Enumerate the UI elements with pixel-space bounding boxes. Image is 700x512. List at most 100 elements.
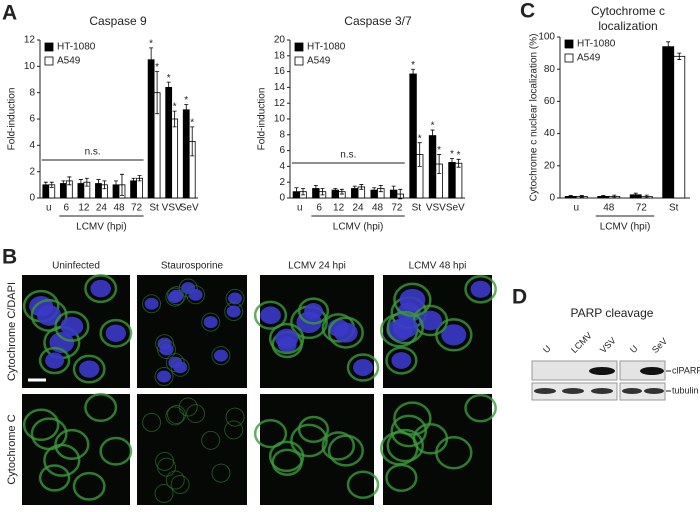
cell — [327, 434, 364, 467]
error-bar — [677, 52, 682, 60]
y-tick-label: 0 — [29, 193, 35, 204]
nucleus — [334, 322, 358, 343]
legend-swatch — [294, 42, 304, 52]
x-tick-label: u — [573, 203, 579, 214]
error-bar — [601, 195, 606, 198]
cell — [186, 285, 206, 305]
cell — [386, 310, 424, 345]
cell — [385, 463, 418, 492]
x-tick-label: 12 — [333, 203, 345, 214]
legend-swatch — [564, 53, 574, 63]
value-label: * — [155, 62, 159, 73]
micrograph — [22, 274, 133, 388]
lane-label: SeV — [650, 336, 669, 355]
y-tick-label: 4 — [29, 140, 35, 151]
error-bar — [184, 104, 189, 116]
cell — [321, 431, 356, 461]
y-tick-label: 20 — [274, 35, 286, 46]
lane-label: U — [628, 343, 640, 355]
nucleus — [36, 305, 62, 326]
y-axis-label: Cytochrome c nuclear localization (%) — [529, 34, 540, 202]
lane-label: VSV — [598, 335, 618, 355]
error-bar — [633, 192, 638, 197]
cell — [268, 440, 305, 473]
cell — [22, 408, 60, 442]
error-bar — [378, 184, 383, 193]
cell — [43, 443, 81, 477]
error-bar — [579, 195, 584, 198]
error-bar — [320, 188, 325, 196]
cell — [166, 404, 186, 424]
y-tick-label: 10 — [24, 61, 36, 72]
x-tick-label: 24 — [96, 203, 108, 214]
bar — [673, 55, 686, 199]
cell — [290, 423, 328, 458]
legend-swatch — [44, 56, 54, 66]
nucleus — [213, 349, 228, 362]
chart-title: Caspase 9 — [89, 14, 147, 28]
panel-label: D — [512, 286, 527, 309]
nucleus — [144, 297, 159, 310]
micrograph — [380, 274, 497, 388]
column-label: LCMV 48 hpi — [409, 261, 467, 272]
x-tick-label: u — [297, 203, 303, 214]
error-bar — [119, 173, 124, 196]
chart-title: Cytochrome c — [591, 4, 665, 18]
panel-label: A — [2, 2, 17, 25]
error-bar — [96, 179, 101, 188]
band — [622, 388, 642, 394]
value-label: * — [190, 118, 194, 129]
band-label: tubulin — [672, 385, 699, 395]
cell — [201, 430, 221, 450]
bar — [662, 46, 675, 199]
cell — [72, 471, 106, 501]
x-group-label: LCMV (hpi) — [600, 222, 651, 233]
micrograph — [253, 275, 380, 388]
panel-label: C — [520, 0, 535, 23]
error-bar — [430, 129, 435, 142]
error-bar — [155, 71, 160, 115]
cell — [170, 475, 190, 495]
nucleus — [173, 361, 188, 374]
bar — [147, 59, 155, 199]
cell — [346, 470, 380, 500]
y-tick-label: 4 — [279, 161, 285, 172]
error-bar — [190, 126, 195, 157]
micrograph — [253, 394, 380, 505]
error-bar — [411, 68, 416, 80]
nucleus — [391, 352, 412, 369]
nucleus — [167, 291, 182, 304]
x-tick-label: 72 — [391, 203, 403, 214]
value-label: * — [173, 102, 177, 113]
bar — [454, 162, 463, 199]
nucleus — [392, 316, 418, 339]
micrograph — [137, 275, 247, 388]
value-label: * — [418, 133, 422, 144]
legend-swatch — [294, 56, 304, 66]
x-tick-label: 48 — [603, 203, 615, 214]
cell — [224, 301, 244, 321]
cell — [253, 300, 288, 330]
error-bar — [313, 184, 318, 193]
x-tick-label: u — [46, 203, 52, 214]
error-bar — [339, 188, 344, 195]
error-bar — [149, 47, 154, 72]
cell — [385, 346, 418, 375]
panel-label: B — [2, 246, 17, 269]
column-label: Staurosporine — [161, 261, 224, 272]
band — [534, 388, 556, 394]
y-tick-label: 2 — [29, 166, 35, 177]
x-tick-label: SeV — [446, 203, 465, 214]
bar — [171, 118, 179, 199]
chart-title: Caspase 3/7 — [344, 14, 412, 28]
nucleus — [203, 316, 218, 329]
error-bar — [102, 180, 107, 190]
nucleus — [304, 303, 323, 319]
cell — [390, 414, 428, 448]
micrograph — [22, 393, 133, 505]
error-bar — [352, 185, 357, 192]
band — [591, 388, 613, 394]
nucleus — [275, 328, 299, 349]
cell — [297, 297, 330, 325]
micrograph — [380, 393, 497, 505]
